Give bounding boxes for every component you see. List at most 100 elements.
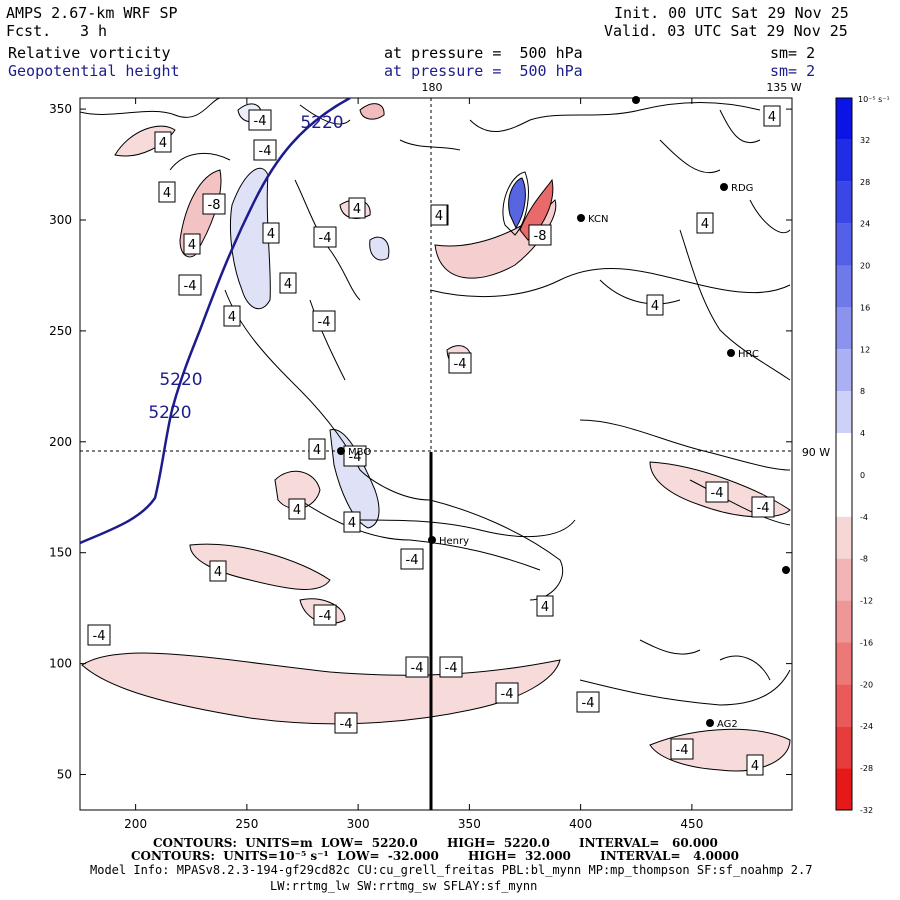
y-tick-label: 50 (57, 768, 72, 782)
meridian-label: 90 W (802, 446, 830, 459)
colorbar-tick-label: -32 (860, 806, 873, 815)
colorbar-swatch (836, 433, 852, 475)
colorbar-tick-label: -24 (860, 722, 873, 731)
colorbar-swatch (836, 307, 852, 350)
y-tick-label: 150 (49, 546, 72, 560)
colorbar-swatch (836, 391, 852, 434)
valid-time: Valid. 03 UTC Sat 29 Nov 25 (604, 22, 848, 40)
station-label: RDG (731, 183, 753, 194)
contour-label: -4 (582, 696, 595, 711)
station-label: AG2 (717, 719, 738, 730)
contour-label-box (536, 595, 554, 617)
station-dot (720, 183, 728, 191)
station-dot (706, 719, 714, 727)
contour-label: -8 (534, 229, 547, 244)
contour-label-box (348, 197, 366, 219)
contour-label: -4 (445, 661, 458, 676)
colorbar-tick-label: 4 (860, 429, 865, 438)
contour-label-box (262, 222, 280, 244)
contour-label: -4 (757, 501, 770, 516)
colorbar-tick-label: 20 (860, 262, 870, 271)
contour-label: -4 (411, 661, 424, 676)
contour-label-box (209, 560, 227, 582)
contour-label-box (439, 656, 463, 678)
contour-label: 4 (651, 299, 659, 314)
colorbar-swatch (836, 223, 852, 266)
station-dot (428, 536, 436, 544)
contour-label: 4 (313, 443, 321, 458)
contour-label-box (288, 498, 306, 520)
height-contour-label: 5220 (148, 403, 191, 423)
contour-label: -4 (184, 279, 197, 294)
height-contour-5220 (80, 98, 351, 545)
station-dot (337, 447, 345, 455)
contour-label: 4 (768, 110, 776, 125)
contour-label-box (202, 193, 226, 215)
contour-label-box (495, 682, 519, 704)
station-label: HRC (738, 349, 759, 360)
contour-label-box (576, 691, 600, 713)
footer-model-info: Model Info: MPASv8.2.3-194-gf29cd82c CU:… (90, 863, 813, 877)
contour-label: 4 (541, 600, 549, 615)
contour-label-box (87, 624, 111, 646)
contour-label: 4 (284, 277, 292, 292)
y-tick-label: 350 (49, 102, 72, 116)
contour-label-box (154, 131, 172, 153)
contour-label-box (343, 511, 361, 533)
x-tick-label: 450 (680, 817, 703, 831)
chart-title: AMPS 2.67-km WRF SP (6, 4, 178, 22)
height-contour-label: 5220 (159, 370, 202, 390)
contour-label: 4 (159, 136, 167, 151)
contour-label: -4 (406, 553, 419, 568)
pos-vorticity-area (369, 236, 390, 261)
contour-label: -4 (454, 357, 467, 372)
contour-label-box (751, 496, 775, 518)
contour-label-box (313, 604, 337, 626)
contour-label-box (183, 233, 201, 255)
contour-label: -4 (349, 450, 362, 465)
colorbar-tick-label: -16 (860, 638, 873, 647)
height-contour-label: 5220 (300, 113, 343, 133)
pos-vorticity-area (230, 167, 271, 310)
colorbar-tick-label: 16 (860, 303, 870, 312)
colorbar-swatch (836, 600, 852, 643)
colorbar: 32 28 24 20 16 12 8 4 0 -4 -8 -12 -16 -20 -24 -28 -32 10⁻… (835, 95, 890, 815)
contour-label: 4 (214, 565, 222, 580)
footer-height-contours: CONTOURS: UNITS=m LOW= 5220.0 HIGH= 5220… (153, 836, 718, 850)
contour-label-box (430, 204, 448, 226)
contour-label-box (334, 712, 358, 734)
init-time: Init. 00 UTC Sat 29 Nov 25 (614, 4, 849, 22)
y-tick-label: 250 (49, 324, 72, 338)
colorbar-swatch (836, 98, 852, 140)
contour-label: -4 (711, 486, 724, 501)
contour-label: 4 (163, 186, 171, 201)
contour-label-box (308, 438, 326, 460)
contour-label: -4 (319, 231, 332, 246)
colorbar-tick-label: -4 (860, 513, 868, 522)
colorbar-swatch (836, 181, 852, 224)
x-tick-label: 300 (347, 817, 370, 831)
contour-label-box (178, 274, 202, 296)
x-tick-label: 400 (569, 817, 592, 831)
field2-name: Geopotential height (8, 62, 180, 80)
contour-label: -4 (501, 687, 514, 702)
colorbar-swatch (836, 349, 852, 392)
contour-label: -4 (319, 609, 332, 624)
vorticity-contour-labels: -4 4 -4 4 -8 4 4 -4 4 4 -4 4 4 -4 4 4 -8 4 -4 4 -4 4 4 -4 4 4 -4 -4… (87, 105, 781, 776)
field1-name: Relative vorticity (8, 44, 171, 62)
contour-label: -4 (259, 144, 272, 159)
neg-vorticity-area (359, 103, 385, 120)
axis-ticks: 200 250 300 350 400 450 50 100 150 200 250 300 350 (49, 98, 792, 831)
contour-label-box (646, 294, 664, 316)
contour-label-box (248, 109, 272, 131)
forecast-value: 3 h (80, 22, 108, 40)
colorbar-swatch (836, 642, 852, 685)
colorbar-tick-label: -12 (860, 597, 873, 606)
contour-label-box (158, 181, 176, 203)
contour-label: -8 (208, 198, 221, 213)
contour-label-box (448, 352, 472, 374)
pos-vorticity-area (508, 177, 526, 230)
contour-label: 4 (188, 238, 196, 253)
meridian-label: 135 W (766, 81, 801, 94)
